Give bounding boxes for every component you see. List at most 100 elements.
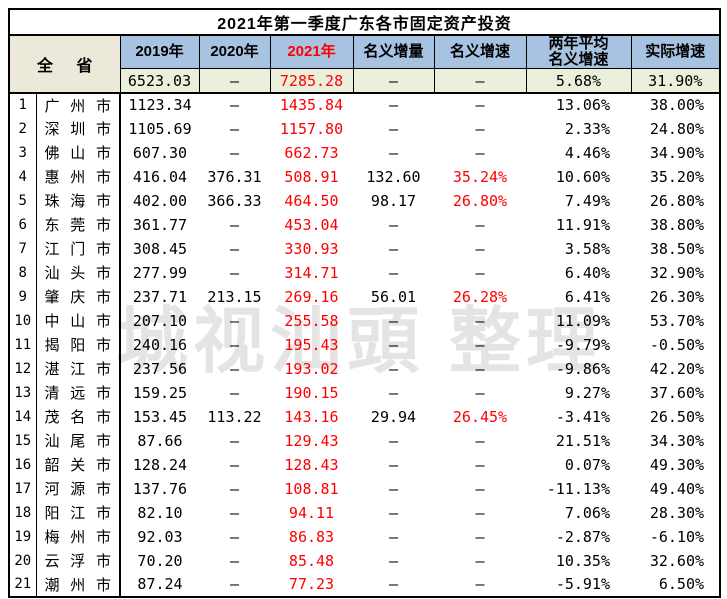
city-name: 江门市 [36,236,121,261]
nominal-growth: – [475,263,485,282]
nominal-increment: – [388,551,399,570]
value-2020: – [229,143,240,162]
value-2020: – [229,455,240,474]
row-rank: 1 [9,92,37,117]
city-name: 阳江市 [36,500,121,525]
real-growth: 34.30% [649,431,705,450]
total-nominal-increment: – [352,68,435,94]
table-row: 10 中山市 207.10 – 255.58 – – 11.09% 53.70% [9,308,720,333]
two-year-avg-growth: 11.91% [555,215,610,234]
title-row: 2021年第一季度广东各市固定资产投资 [9,9,721,36]
nominal-increment: – [388,455,399,474]
two-year-avg-growth: -9.79% [555,335,610,354]
row-rank: 13 [9,380,37,405]
nominal-increment: – [388,431,399,450]
city-name: 梅州市 [36,524,121,549]
col-header-real-growth: 实际增速 [630,34,721,70]
two-year-avg-growth: 7.06% [564,503,610,522]
value-2021: 314.71 [284,263,339,282]
city-name: 茂名市 [36,404,121,429]
table-row: 9 肇庆市 237.71 213.15 269.16 56.01 26.28% … [9,284,720,309]
nominal-increment: 98.17 [370,191,417,210]
value-2019: 361.77 [132,215,188,234]
value-2021: 1157.80 [279,119,344,138]
table-row: 15 汕尾市 87.66 – 129.43 – – 21.51% 34.30% [9,428,720,453]
nominal-increment: – [388,503,399,522]
value-2020: 366.33 [207,191,262,210]
value-2020: – [229,311,240,330]
two-year-avg-growth: -9.86% [555,359,610,378]
nominal-growth: – [475,311,485,330]
col-header-2020: 2020年 [198,34,271,70]
province-label: 全省 [8,34,121,94]
row-rank: 11 [9,332,37,357]
value-2019: 207.10 [132,311,188,330]
table-row: 4 惠州市 416.04 376.31 508.91 132.60 35.24%… [9,164,720,189]
value-2021: 128.43 [284,455,339,474]
value-2021: 143.16 [284,407,339,426]
nominal-growth: 26.28% [452,287,508,306]
row-rank: 20 [9,548,37,573]
table-row: 18 阳江市 82.10 – 94.11 – – 7.06% 28.30% [9,500,720,525]
value-2021: 77.23 [288,575,335,594]
row-rank: 12 [9,356,37,381]
nominal-growth: – [475,143,485,162]
two-year-avg-growth: 9.27% [564,383,610,402]
row-rank: 9 [9,284,37,309]
value-2021: 464.50 [284,191,339,210]
value-2021: 508.91 [284,167,339,186]
nominal-increment: – [388,527,399,546]
value-2020: – [229,503,240,522]
two-year-avg-growth: 10.35% [555,551,610,570]
city-name: 珠海市 [36,188,121,213]
city-name: 中山市 [36,308,121,333]
value-2019: 153.45 [132,407,188,426]
nominal-growth: 26.80% [452,191,508,210]
value-2021: 190.15 [284,383,339,402]
value-2019: 277.99 [132,263,188,282]
value-2020: – [229,527,240,546]
value-2021: 193.02 [284,359,339,378]
real-growth: 53.70% [649,311,705,330]
row-rank: 14 [9,404,37,429]
real-growth: 28.30% [649,503,705,522]
real-growth: 32.90% [649,263,705,282]
header-row: 全省 2019年 2020年 2021年 名义增量 名义增速 两年平均 名义增速… [8,34,721,94]
table-row: 12 湛江市 237.56 – 193.02 – – -9.86% 42.20% [9,356,720,381]
province-total-row: 6523.03 – 7285.28 – – 5.68% 31.90% [9,68,721,94]
real-growth: 26.80% [649,191,705,210]
total-real-growth: 31.90% [630,68,721,94]
real-growth: 6.50% [658,575,705,594]
city-name: 汕头市 [36,260,121,285]
value-2020: – [229,551,240,570]
real-growth: 42.20% [649,359,705,378]
city-name: 清远市 [36,380,121,405]
value-2020: – [229,335,240,354]
nominal-growth: – [475,383,485,402]
real-growth: 26.30% [649,287,705,306]
table-row: 16 韶关市 128.24 – 128.43 – – 0.07% 49.30% [9,452,720,477]
two-year-avg-growth: 2.33% [564,119,610,138]
city-name: 云浮市 [36,548,121,573]
table-row: 19 梅州市 92.03 – 86.83 – – -2.87% -6.10% [9,524,720,549]
row-rank: 7 [9,236,37,261]
real-growth: 37.60% [649,383,705,402]
row-rank: 5 [9,188,37,213]
value-2020: – [229,119,240,138]
nominal-increment: – [388,119,399,138]
real-growth: -6.10% [649,527,705,546]
value-2020: – [229,215,240,234]
two-year-avg-growth: 21.51% [555,431,610,450]
table-row: 11 揭阳市 240.16 – 195.43 – – -9.79% -0.50% [9,332,720,357]
value-2019: 87.66 [137,431,183,450]
nominal-growth: – [475,479,485,498]
row-rank: 21 [9,572,37,597]
value-2021: 662.73 [284,143,339,162]
real-growth: 26.50% [649,407,705,426]
value-2019: 237.71 [132,287,188,306]
value-2019: 1123.34 [128,96,192,115]
col-header-nominal-increment: 名义增量 [352,34,435,70]
nominal-growth: – [475,239,485,258]
value-2019: 87.24 [137,575,183,594]
nominal-growth: – [475,215,485,234]
